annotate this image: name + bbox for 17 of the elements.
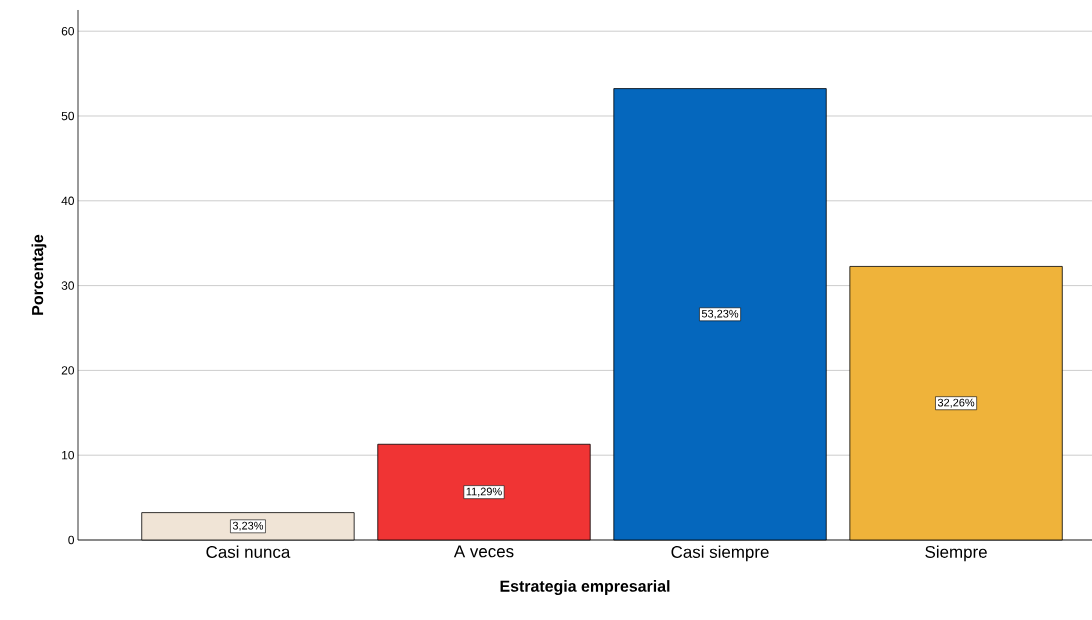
data-label: 53,23% bbox=[701, 309, 739, 319]
y-tick-label: 30 bbox=[61, 281, 75, 290]
x-tick-label: Casi nunca bbox=[206, 545, 291, 558]
y-tick-label: 0 bbox=[68, 535, 75, 545]
x-tick-label: A veces bbox=[453, 545, 514, 558]
y-tick-label: 60 bbox=[61, 26, 75, 36]
data-label: 3,23% bbox=[232, 521, 264, 531]
data-label: 11,29% bbox=[466, 487, 502, 497]
x-tick-label: Siempre bbox=[925, 545, 987, 562]
y-axis-title: Porcentaje bbox=[31, 234, 47, 315]
y-tick-label: 40 bbox=[61, 196, 75, 206]
y-tick-label: 20 bbox=[61, 366, 75, 375]
x-axis-title: Estrategia empresarial bbox=[500, 580, 670, 596]
x-tick-label: Casi siempre bbox=[671, 545, 769, 562]
y-tick-label: 50 bbox=[61, 111, 75, 121]
y-tick-label: 10 bbox=[62, 450, 75, 460]
data-label: 32,26% bbox=[937, 398, 975, 408]
